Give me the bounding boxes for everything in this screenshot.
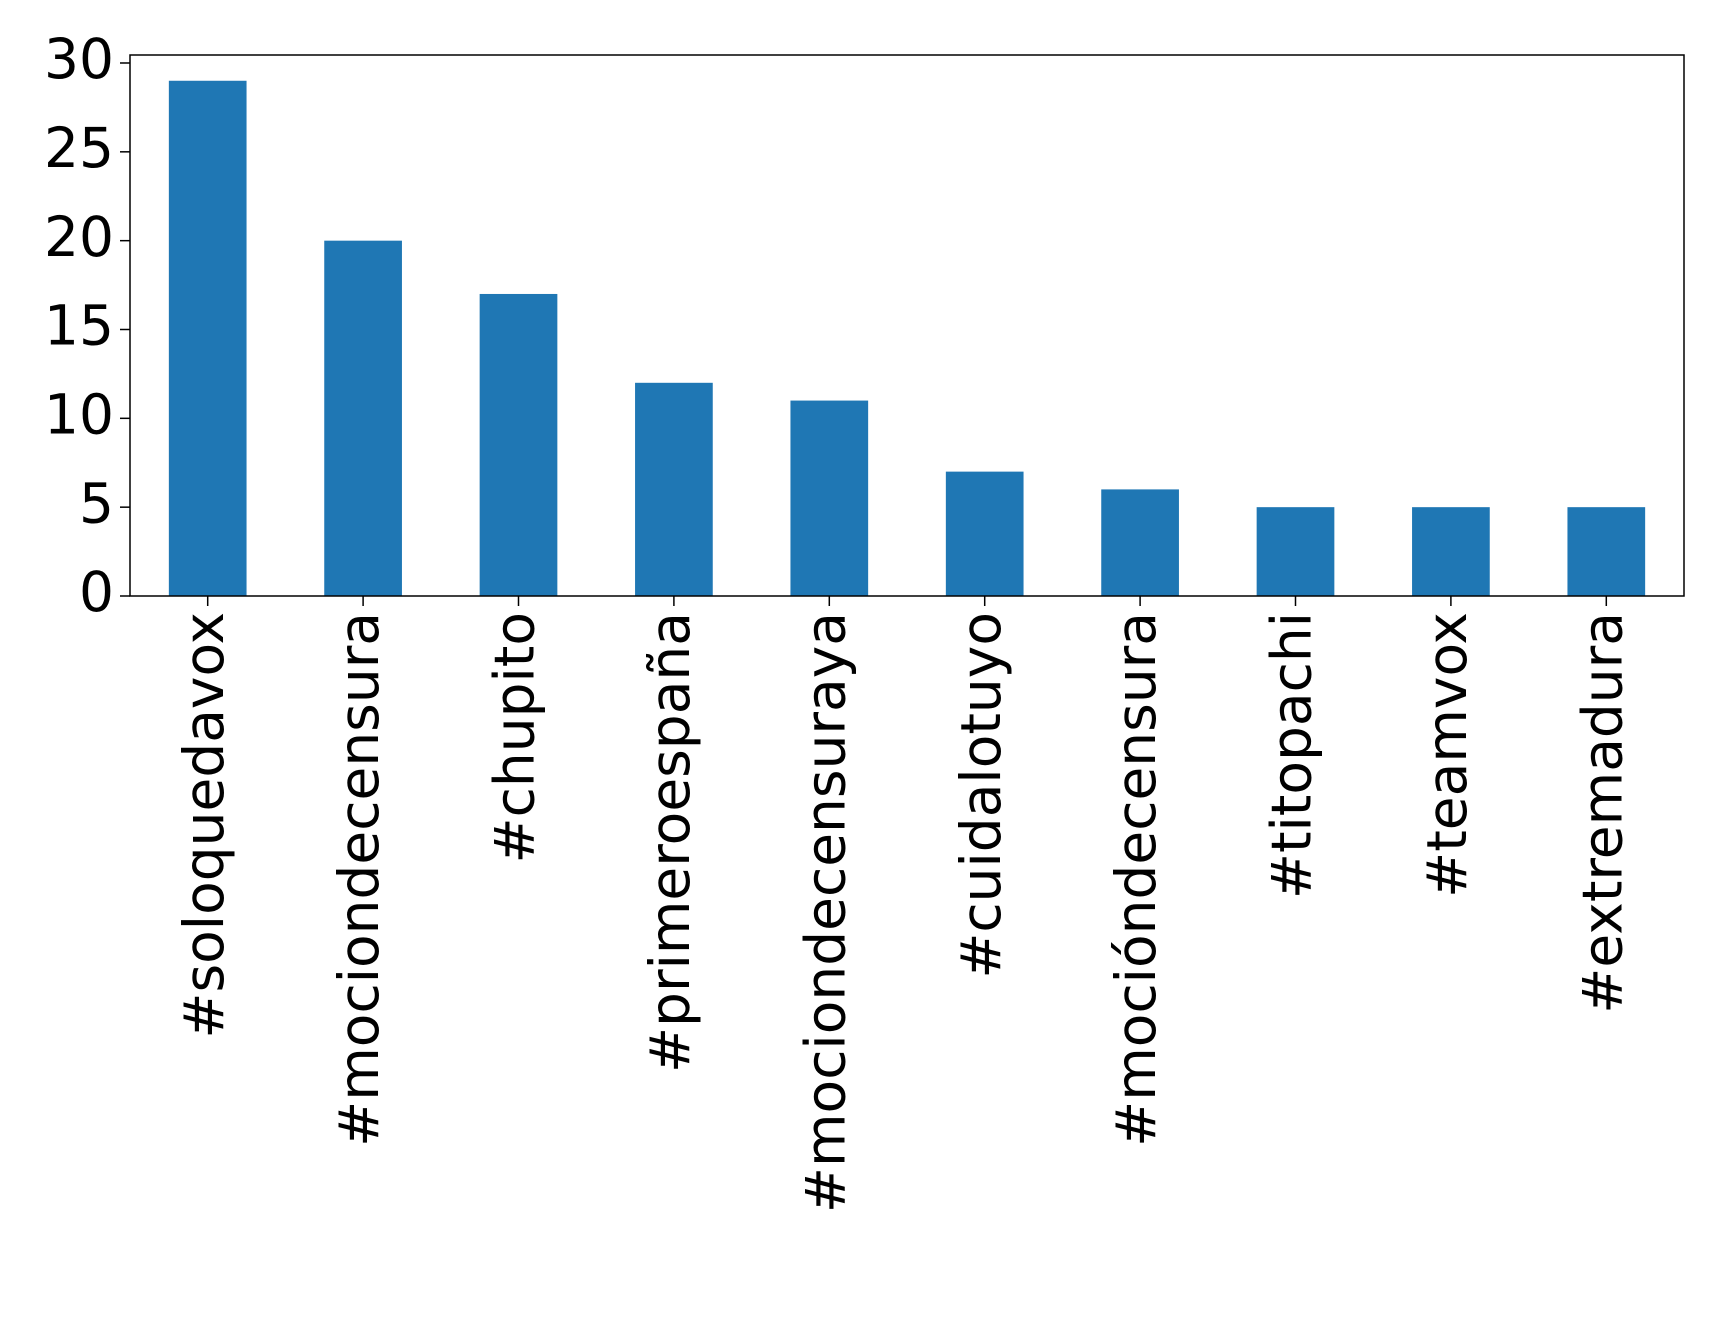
bar <box>1256 507 1335 596</box>
x-tick-label: #primeroespaña <box>638 612 702 1073</box>
bar <box>1101 489 1179 596</box>
bar <box>479 293 558 596</box>
bar <box>945 471 1024 596</box>
bar <box>1567 507 1646 596</box>
y-tick-label: 25 <box>44 116 114 180</box>
bar <box>324 240 402 596</box>
x-tick-label: #cuidalotuyo <box>949 612 1013 979</box>
y-tick-label: 30 <box>44 27 114 91</box>
y-tick-label: 10 <box>44 382 114 446</box>
y-tick-label: 20 <box>44 205 114 269</box>
bar <box>168 80 247 596</box>
x-tick-label: #mocióndecensura <box>1104 612 1168 1147</box>
y-tick-label: 0 <box>79 560 114 624</box>
y-tick-label: 15 <box>44 294 114 358</box>
bar <box>790 400 869 596</box>
x-tick-label: #chupito <box>483 612 547 863</box>
x-tick-label: #teamvox <box>1415 612 1479 898</box>
x-tick-label: #extremadura <box>1570 612 1634 1014</box>
y-tick-label: 5 <box>79 471 114 535</box>
x-tick-label: #titopachi <box>1260 612 1324 899</box>
x-tick-label: #mociondecensuraya <box>793 612 857 1213</box>
x-tick-label: #soloquedavox <box>172 612 236 1039</box>
plot-frame <box>129 54 1685 597</box>
x-tick-label: #mociondecensura <box>327 612 391 1147</box>
bar <box>635 382 713 596</box>
bar <box>1412 507 1490 596</box>
